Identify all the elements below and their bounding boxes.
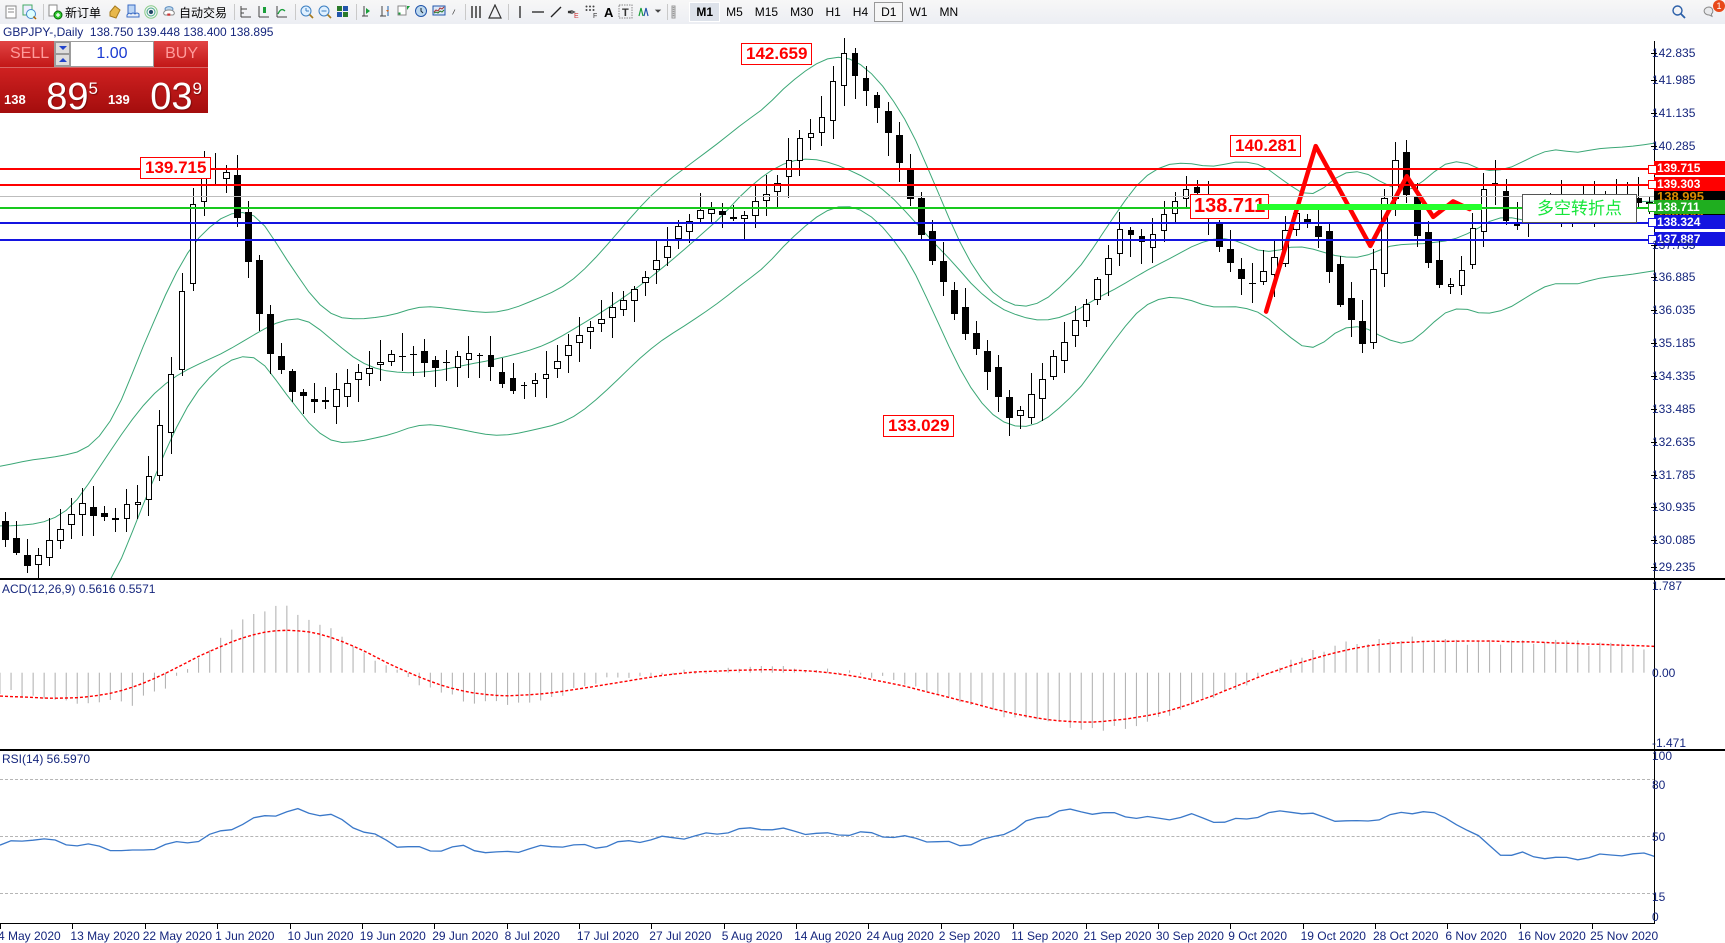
svg-text:F: F [593,13,597,20]
svg-text:T: T [622,7,629,19]
svg-text:E: E [574,13,579,20]
